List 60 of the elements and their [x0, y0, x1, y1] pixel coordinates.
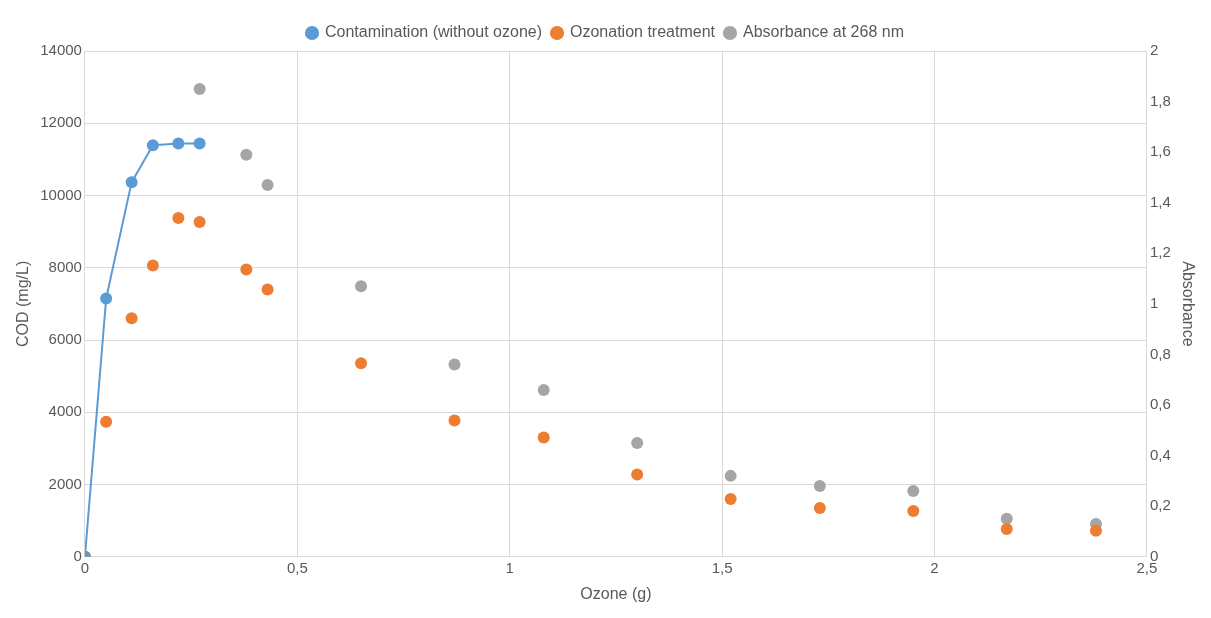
point	[448, 358, 461, 371]
point	[172, 137, 185, 150]
point	[125, 176, 138, 189]
point	[193, 82, 206, 95]
y2-tick-label: 1,8	[1149, 91, 1171, 109]
point	[261, 179, 274, 192]
legend-label: Ozonation treatment	[570, 23, 716, 41]
point	[907, 504, 920, 517]
x-axis-title: Ozone (g)	[580, 584, 652, 602]
x-tick-label: 0,5	[286, 558, 308, 576]
y-axis-title: COD (mg/L)	[14, 260, 32, 348]
point	[537, 383, 550, 396]
point	[1000, 522, 1013, 535]
y2-tick-label: 0,2	[1149, 496, 1171, 514]
x-tick-label: 2	[930, 558, 939, 576]
point	[724, 469, 737, 482]
y-tick-label: 12000	[40, 113, 82, 131]
y2-tick-label: 1,6	[1149, 142, 1171, 160]
point	[724, 492, 737, 505]
point	[537, 431, 550, 444]
point	[100, 415, 113, 428]
point	[193, 137, 206, 150]
point	[631, 468, 644, 481]
legend-label: Absorbance at 268 nm	[742, 23, 904, 41]
point	[193, 215, 206, 228]
y2-tick-label: 0,8	[1149, 344, 1171, 362]
y2-tick-label: 1,2	[1149, 243, 1171, 261]
point	[125, 312, 138, 325]
y2-tick-label: 0,6	[1149, 395, 1171, 413]
point	[813, 479, 826, 492]
x-tick-label: 1	[505, 558, 514, 576]
point	[355, 357, 368, 370]
point	[1000, 512, 1013, 525]
point	[907, 485, 920, 498]
point	[355, 280, 368, 293]
point	[261, 283, 274, 296]
y-tick-label: 10000	[40, 185, 82, 203]
y-tick-label: 14000	[40, 41, 82, 59]
point	[448, 414, 461, 427]
point	[240, 148, 253, 161]
x-tick-label: 1,5	[711, 558, 733, 576]
y2-tick-label: 0,4	[1149, 445, 1171, 463]
y-tick-label: 8000	[48, 257, 82, 275]
legend-label: Contamination (without ozone)	[325, 23, 543, 41]
y2-tick-label: 1	[1149, 294, 1159, 312]
y2-tick-label: 2	[1149, 41, 1159, 59]
y2-tick-label: 1,4	[1149, 192, 1171, 210]
point	[240, 263, 253, 276]
y-tick-label: 2000	[48, 474, 82, 492]
point	[1089, 524, 1102, 537]
point	[146, 139, 159, 152]
y-tick-label: 0	[73, 546, 82, 564]
point	[172, 211, 185, 224]
point	[100, 292, 113, 305]
point	[813, 502, 826, 515]
point	[631, 437, 644, 449]
y-tick-label: 6000	[48, 330, 82, 348]
point	[146, 259, 159, 272]
y2-axis-title: Absorbance	[1179, 261, 1197, 347]
y-tick-label: 4000	[48, 402, 82, 420]
